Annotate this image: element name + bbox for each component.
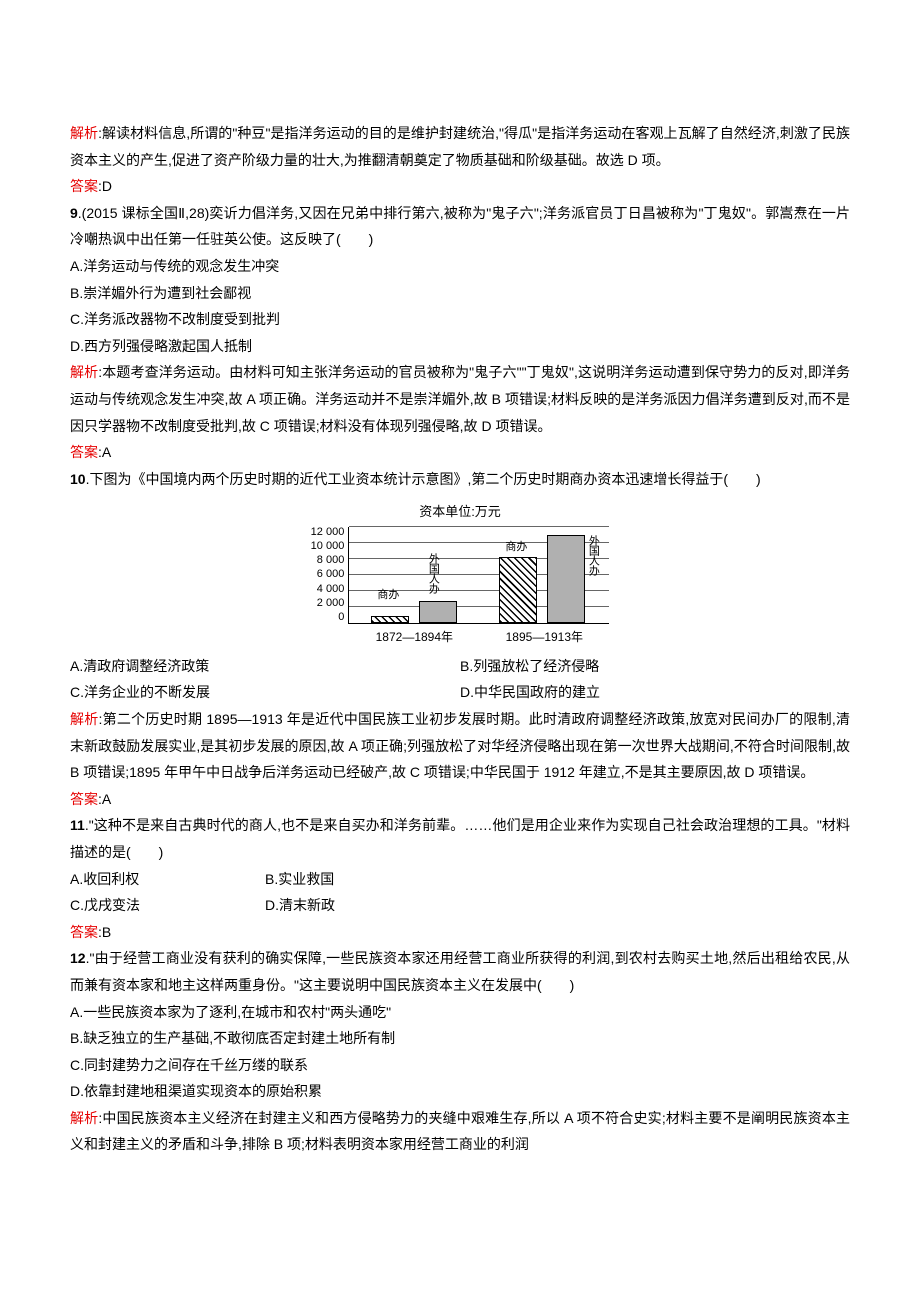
analysis-label: 解析: [70, 711, 98, 727]
bar-外国人办: [547, 535, 585, 623]
q11-options-row1: A.收回利权 B.实业救国: [70, 866, 850, 893]
bar-label: 外国人办: [427, 553, 439, 593]
answer-text: :A: [98, 791, 111, 807]
q10-option-b: B.列强放松了经济侵略: [460, 653, 850, 680]
bar-label: 外国人办: [587, 535, 599, 575]
q9-option-d: D.西方列强侵略激起国人抵制: [70, 333, 850, 360]
q9-option-c: C.洋务派改器物不改制度受到批判: [70, 306, 850, 333]
q10-stem: 10.下图为《中国境内两个历史时期的近代工业资本统计示意图》,第二个历史时期商办…: [70, 466, 850, 493]
question-number: 9: [70, 205, 78, 221]
ytick-label: 8 000: [317, 555, 345, 566]
question-number: 11: [70, 817, 85, 833]
q11-stem: 11."这种不是来自古典时代的商人,也不是来自买办和洋务前辈。……他们是用企业来…: [70, 812, 850, 865]
chart-unit-label: 资本单位:万元: [419, 500, 501, 525]
answer-text: :A: [98, 444, 111, 460]
q12-option-b: B.缺乏独立的生产基础,不敢彻底否定封建土地所有制: [70, 1025, 850, 1052]
analysis-label: 解析: [70, 125, 98, 141]
question-number: 10: [70, 471, 86, 487]
q10-answer: 答案:A: [70, 786, 850, 813]
bar-商办: [499, 557, 537, 623]
analysis-text: :第二个历史时期 1895—1913 年是近代中国民族工业初步发展时期。此时清政…: [70, 711, 850, 780]
q11-option-b: B.实业救国: [265, 866, 460, 893]
q11-option-c: C.戊戌变法: [70, 892, 265, 919]
analysis-text: :本题考查洋务运动。由材料可知主张洋务运动的官员被称为"鬼子六""丁鬼奴",这说…: [70, 364, 850, 433]
chart-yaxis: 12 000 10 000 8 000 6 000 4 000 2 000 0: [311, 527, 349, 623]
xaxis-period-1: 1872—1894年: [349, 626, 479, 649]
analysis-label: 解析: [70, 364, 98, 380]
gridline: [349, 526, 609, 527]
stem-text: .(2015 课标全国Ⅱ,28)奕䜣力倡洋务,又因在兄弟中排行第六,被称为"鬼子…: [70, 205, 850, 248]
q12-stem: 12."由于经营工商业没有获利的确实保障,一些民族资本家还用经营工商业所获得的利…: [70, 945, 850, 998]
q9-answer: 答案:A: [70, 439, 850, 466]
ytick-label: 2 000: [317, 598, 345, 609]
q11-option-a: A.收回利权: [70, 866, 265, 893]
answer-label: 答案: [70, 924, 98, 940]
q8-analysis: 解析:解读材料信息,所谓的"种豆"是指洋务运动的目的是维护封建统治,"得瓜"是指…: [70, 120, 850, 173]
bar-label: 商办: [505, 541, 527, 553]
bar-label: 商办: [377, 589, 399, 601]
ytick-label: 10 000: [311, 541, 345, 552]
xaxis-period-2: 1895—1913年: [479, 626, 609, 649]
stem-text: ."这种不是来自古典时代的商人,也不是来自买办和洋务前辈。……他们是用企业来作为…: [70, 817, 850, 860]
q9-option-a: A.洋务运动与传统的观念发生冲突: [70, 253, 850, 280]
q11-answer: 答案:B: [70, 919, 850, 946]
q12-option-c: C.同封建势力之间存在千丝万缕的联系: [70, 1052, 850, 1079]
q10-analysis: 解析:第二个历史时期 1895—1913 年是近代中国民族工业初步发展时期。此时…: [70, 706, 850, 786]
chart-plot: 商办外国人办商办外国人办: [348, 527, 609, 624]
q9-stem: 9.(2015 课标全国Ⅱ,28)奕䜣力倡洋务,又因在兄弟中排行第六,被称为"鬼…: [70, 200, 850, 253]
ytick-label: 4 000: [317, 584, 345, 595]
q10-chart: 资本单位:万元 12 000 10 000 8 000 6 000 4 000 2 000…: [70, 500, 850, 648]
q11-option-d: D.清末新政: [265, 892, 460, 919]
answer-label: 答案: [70, 791, 98, 807]
ytick-label: 0: [338, 612, 344, 623]
ytick-label: 6 000: [317, 569, 345, 580]
q10-option-d: D.中华民国政府的建立: [460, 679, 850, 706]
answer-text: :B: [98, 924, 111, 940]
q10-options-row2: C.洋务企业的不断发展 D.中华民国政府的建立: [70, 679, 850, 706]
q8-answer: 答案:D: [70, 173, 850, 200]
bar-商办: [371, 616, 409, 623]
q12-option-a: A.一些民族资本家为了逐利,在城市和农村"两头通吃": [70, 999, 850, 1026]
q9-option-b: B.崇洋媚外行为遭到社会鄙视: [70, 280, 850, 307]
analysis-text: :解读材料信息,所谓的"种豆"是指洋务运动的目的是维护封建统治,"得瓜"是指洋务…: [70, 125, 850, 168]
answer-label: 答案: [70, 444, 98, 460]
stem-text: ."由于经营工商业没有获利的确实保障,一些民族资本家还用经营工商业所获得的利润,…: [70, 950, 850, 993]
ytick-label: 12 000: [311, 527, 345, 538]
q10-option-a: A.清政府调整经济政策: [70, 653, 460, 680]
q12-analysis: 解析:中国民族资本主义经济在封建主义和西方侵略势力的夹缝中艰难生存,所以 A 项…: [70, 1105, 850, 1158]
q11-options-row2: C.戊戌变法 D.清末新政: [70, 892, 850, 919]
analysis-text: :中国民族资本主义经济在封建主义和西方侵略势力的夹缝中艰难生存,所以 A 项不符…: [70, 1110, 850, 1153]
q9-analysis: 解析:本题考查洋务运动。由材料可知主张洋务运动的官员被称为"鬼子六""丁鬼奴",…: [70, 359, 850, 439]
answer-text: :D: [98, 178, 112, 194]
q10-option-c: C.洋务企业的不断发展: [70, 679, 460, 706]
bar-外国人办: [419, 601, 457, 623]
question-number: 12: [70, 950, 86, 966]
answer-label: 答案: [70, 178, 98, 194]
analysis-label: 解析: [70, 1110, 98, 1126]
chart-xaxis: 1872—1894年 1895—1913年: [349, 626, 609, 649]
stem-text: .下图为《中国境内两个历史时期的近代工业资本统计示意图》,第二个历史时期商办资本…: [86, 471, 761, 487]
q12-option-d: D.依靠封建地租渠道实现资本的原始积累: [70, 1078, 850, 1105]
q10-options-row1: A.清政府调整经济政策 B.列强放松了经济侵略: [70, 653, 850, 680]
